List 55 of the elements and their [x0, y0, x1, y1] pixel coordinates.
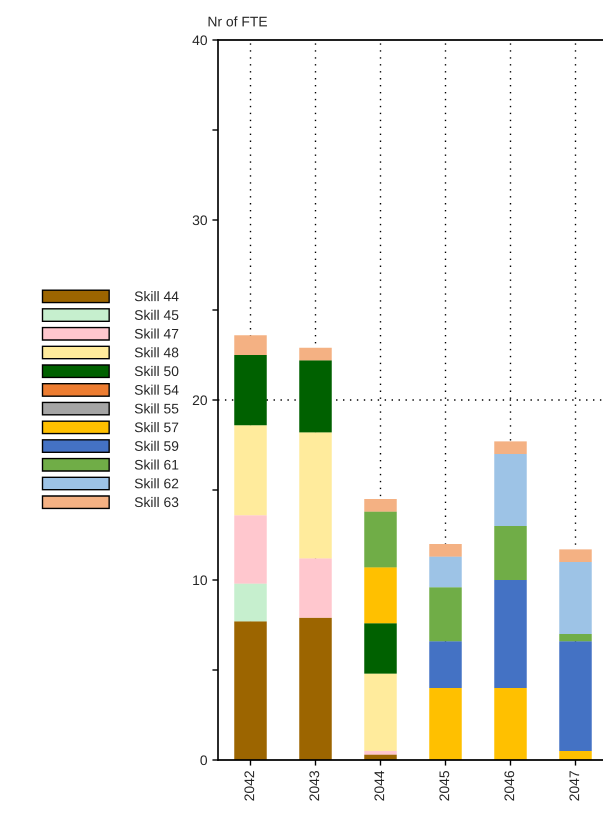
x-tick-label: 2047 [569, 771, 580, 801]
legend-label: Skill 44 [134, 291, 179, 302]
bar [559, 562, 592, 634]
bar [234, 425, 267, 516]
bar [494, 688, 527, 760]
y-tick-label: 20 [192, 395, 208, 406]
legend-label: Skill 54 [134, 384, 179, 395]
x-tick-label: 2044 [374, 770, 384, 801]
bar [364, 567, 397, 624]
bar [364, 512, 397, 568]
bar [559, 634, 592, 642]
y-tick-label: 40 [192, 35, 208, 46]
x-tick-label: 2045 [439, 770, 450, 801]
bar [234, 515, 267, 584]
y-tick-label: 10 [193, 575, 208, 586]
bar [364, 623, 397, 674]
y-tick-label: 30 [192, 215, 208, 226]
bar [429, 544, 462, 557]
y-axis-title: Nr of FTE [208, 16, 267, 26]
legend-label: Skill 47 [134, 328, 178, 339]
x-tick-label: 2042 [244, 771, 254, 801]
legend-label: Skill 57 [134, 422, 178, 432]
bar [429, 688, 462, 760]
legend-label: Skill 45 [134, 310, 178, 320]
bar [299, 558, 332, 618]
x-tick-label: 2043 [309, 771, 320, 801]
bar [364, 674, 397, 751]
y-tick-label: 0 [200, 755, 208, 766]
bar [559, 549, 592, 562]
bar [299, 360, 332, 432]
bar [494, 526, 527, 580]
bar [364, 751, 397, 755]
legend-label: Skill 62 [134, 478, 178, 488]
bar [494, 580, 527, 688]
legend-label: Skill 48 [134, 347, 178, 358]
bar [234, 621, 267, 760]
x-tick-label: 2046 [504, 771, 514, 801]
bar [429, 587, 462, 642]
bar [429, 556, 462, 588]
legend-label: Skill 55 [134, 403, 178, 414]
legend-label: Skill 63 [134, 496, 178, 508]
bar [299, 348, 332, 360]
bar [234, 335, 267, 355]
legend-label: Skill 59 [134, 440, 178, 451]
bar [299, 618, 332, 760]
bar [559, 641, 592, 751]
bar [234, 355, 267, 426]
bar [364, 499, 397, 512]
legend-label: Skill 50 [134, 366, 178, 376]
bar [494, 441, 527, 454]
bar [494, 454, 527, 526]
legend-label: Skill 61 [134, 459, 178, 470]
bar [234, 584, 267, 622]
bar [429, 641, 462, 688]
bar [299, 432, 332, 558]
